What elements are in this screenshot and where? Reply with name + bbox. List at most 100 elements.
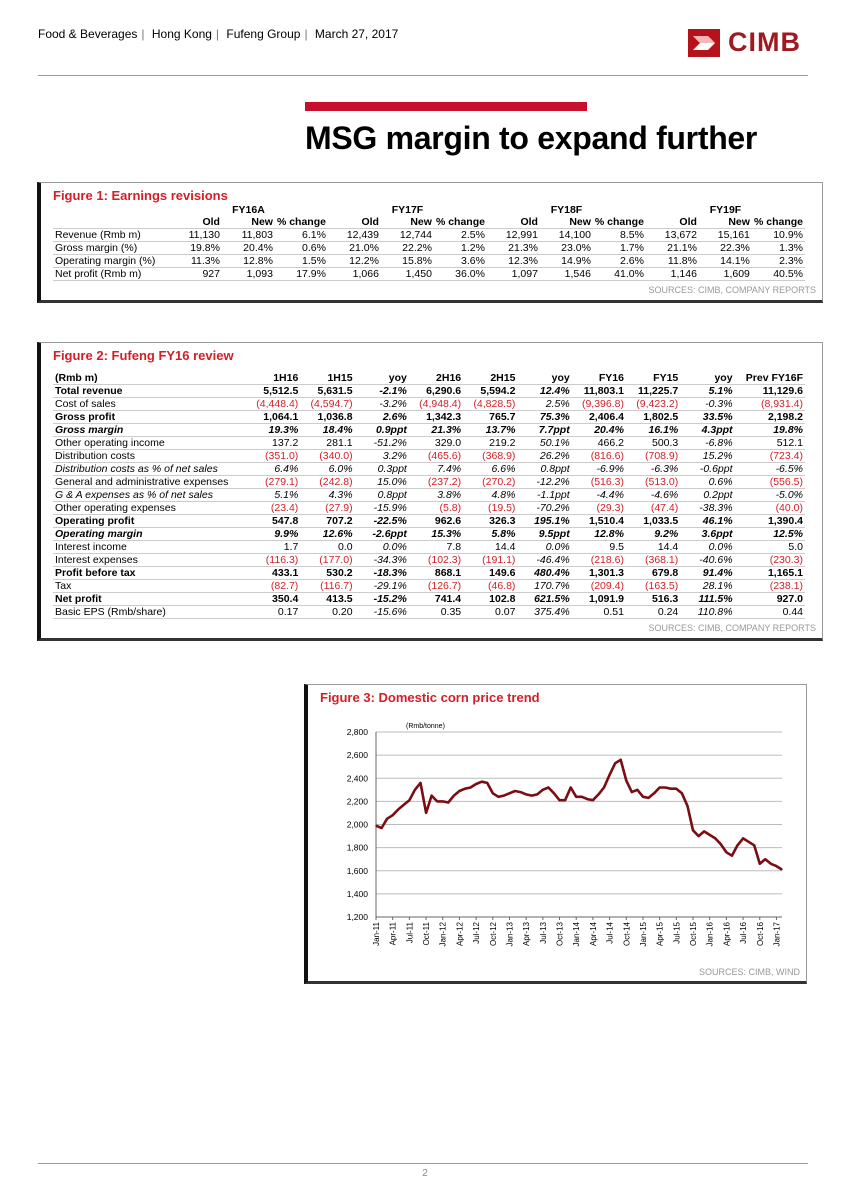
table-cell: 8.5% [592, 228, 646, 242]
table-cell: 5.0 [734, 540, 805, 554]
table-cell: 21.1% [645, 241, 699, 255]
breadcrumb-sector: Food & Beverages [38, 27, 138, 41]
row-label: Net profit [53, 592, 247, 606]
figure-2-source: SOURCES: CIMB, COMPANY REPORTS [648, 623, 816, 633]
table-cell: 7.8 [408, 540, 464, 554]
table-cell: -3.2% [354, 397, 409, 411]
table-cell: -6.9% [571, 462, 626, 476]
table-cell: 679.8 [625, 566, 681, 580]
table-cell: 111.5% [680, 592, 735, 606]
title-accent-bar [305, 102, 587, 111]
column-header: Old [327, 216, 381, 229]
data-point [742, 837, 744, 839]
y-tick-label: 1,200 [347, 912, 369, 922]
table-cell: 195.1% [517, 514, 572, 528]
x-tick-label: Jan-15 [639, 921, 648, 946]
data-point [681, 792, 683, 794]
table-cell: 0.8ppt [517, 462, 572, 476]
table-cell: -1.1ppt [517, 488, 572, 502]
figure-1: Figure 1: Earnings revisions FY16A FY17F F… [37, 182, 823, 303]
table-cell: (9,423.2) [625, 397, 681, 411]
table-row: Operating margin 9.9% 12.6% -2.6ppt 15.3% 5.8… [53, 527, 805, 541]
data-point [759, 863, 761, 865]
data-point [408, 799, 410, 801]
table-cell: 1,093 [221, 267, 275, 281]
year-header: FY19F [709, 204, 742, 216]
row-label: Distribution costs [53, 449, 247, 463]
x-tick-label: Jan-12 [439, 921, 448, 946]
table-cell: 1,546 [539, 267, 593, 281]
data-point [392, 814, 394, 816]
table-cell: 12,991 [486, 228, 540, 242]
table-cell: 741.4 [408, 592, 464, 606]
table-cell: 11,803 [221, 228, 275, 242]
data-point [536, 793, 538, 796]
table-cell: 15.8% [380, 254, 434, 268]
x-tick-label: Jul-12 [472, 921, 481, 943]
data-point [664, 786, 666, 789]
table-cell: 19.8% [168, 241, 222, 255]
table-cell: 17.9% [274, 267, 328, 281]
data-point [581, 796, 583, 798]
table-cell: -40.6% [680, 553, 735, 567]
table-cell: 1,036.8 [300, 410, 355, 424]
column-header: FY16 [571, 372, 626, 385]
y-tick-label: 1,600 [347, 866, 369, 876]
x-tick-label: Jul-11 [405, 921, 414, 943]
data-point [697, 835, 700, 837]
table-cell: 9.5ppt [517, 527, 572, 541]
table-row: Distribution costs as % of net sales 6.4%… [53, 462, 805, 476]
data-point [514, 790, 516, 792]
table-cell: (513.0) [625, 475, 681, 489]
table-cell: 962.6 [408, 514, 464, 528]
data-point [542, 789, 544, 791]
x-tick-label: Jan-17 [772, 921, 781, 946]
x-tick-label: Oct-16 [756, 921, 765, 946]
table-cell: 5,594.2 [463, 384, 518, 398]
row-label: Tax [53, 579, 247, 593]
table-cell: 2.5% [433, 228, 487, 242]
table-row: G & A expenses as % of net sales 5.1% 4.3%… [53, 488, 805, 502]
table-cell: 1,091.9 [571, 592, 626, 606]
table-cell: 3.6ppt [680, 527, 735, 541]
table-cell: 170.7% [517, 579, 572, 593]
table-cell: (82.7) [246, 579, 301, 593]
table-cell: 6.0% [300, 462, 355, 476]
y-tick-label: 1,800 [347, 843, 369, 853]
data-point [575, 796, 577, 798]
table-cell: -15.2% [354, 592, 409, 606]
table-row: Tax (82.7) (116.7) -29.1% (126.7) (46.8) 170.7… [53, 579, 805, 593]
table-cell: (465.6) [408, 449, 464, 463]
figure-2-title: Figure 2: Fufeng FY16 review [53, 348, 234, 363]
row-label: Distribution costs as % of net sales [53, 462, 247, 476]
table-row: Net profit (Rmb m) 927 1,093 17.9% 1,066 1,45… [53, 267, 805, 281]
data-point [469, 786, 472, 789]
table-cell: 19.3% [246, 423, 301, 437]
table-cell: (4,594.7) [300, 397, 355, 411]
data-point [614, 762, 616, 764]
table-cell: 375.4% [517, 605, 572, 619]
table-cell: 7.7ppt [517, 423, 572, 437]
data-point [675, 788, 677, 790]
table-cell: -38.3% [680, 501, 735, 515]
header-divider [38, 75, 808, 76]
table-cell: 2.5% [517, 397, 572, 411]
table-cell: (27.9) [300, 501, 355, 515]
table-cell: 22.3% [698, 241, 752, 255]
table-cell: 466.2 [571, 436, 626, 450]
data-point [531, 794, 533, 797]
breadcrumb-date: March 27, 2017 [314, 27, 399, 41]
table-cell: 110.8% [680, 605, 735, 619]
table-cell: -5.0% [734, 488, 805, 502]
data-point [753, 844, 755, 846]
data-point [592, 799, 594, 801]
table-row: Distribution costs (351.0) (340.0) 3.2% (465… [53, 449, 805, 463]
x-tick-label: Oct-13 [556, 921, 565, 946]
table-cell: 1,066 [327, 267, 381, 281]
table-cell: (102.3) [408, 553, 464, 567]
table-cell: 1,802.5 [625, 410, 681, 424]
table-cell: 4.8% [463, 488, 518, 502]
table-cell: -18.3% [354, 566, 409, 580]
table-cell: 11.3% [168, 254, 222, 268]
